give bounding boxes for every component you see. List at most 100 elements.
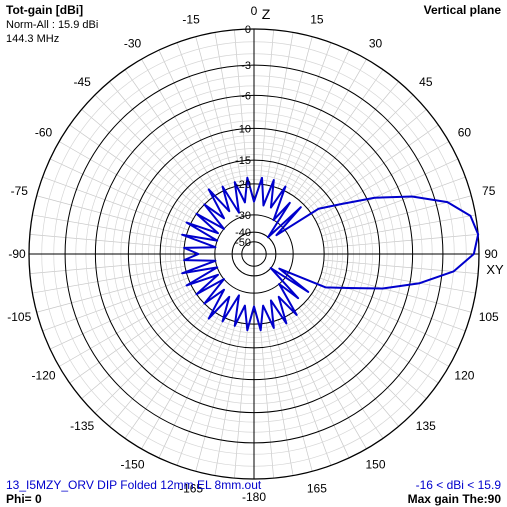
grid-spoke bbox=[293, 311, 384, 439]
grid-spoke bbox=[36, 195, 187, 237]
grid-spoke bbox=[314, 288, 450, 367]
angle-tick-label: 45 bbox=[419, 75, 433, 89]
grid-spoke bbox=[214, 323, 243, 476]
radial-tick-label: -15 bbox=[235, 155, 251, 167]
radial-tick-label: -50 bbox=[235, 237, 251, 249]
grid-spoke bbox=[176, 319, 231, 466]
grid-spoke bbox=[42, 176, 189, 231]
plane-label: Vertical plane bbox=[423, 3, 501, 17]
grid-spoke bbox=[94, 94, 205, 205]
angle-tick-label: 60 bbox=[458, 126, 472, 140]
grid-spoke bbox=[277, 319, 332, 466]
polar-axes bbox=[29, 29, 479, 479]
angle-tick-label: -30 bbox=[124, 37, 142, 51]
grid-spoke bbox=[303, 303, 414, 414]
angle-tick-label: 15 bbox=[310, 12, 324, 26]
z-axis-label: Z bbox=[262, 6, 271, 22]
gain-pattern-line bbox=[181, 176, 480, 332]
angle-tick-label: -15 bbox=[182, 12, 200, 26]
grid-spoke bbox=[323, 234, 479, 249]
grid-spoke bbox=[81, 109, 201, 210]
grid-spoke bbox=[317, 158, 459, 225]
chart-title: Tot-gain [dBi] bbox=[6, 3, 84, 17]
angle-tick-label: 0 bbox=[251, 4, 258, 18]
grid-spoke bbox=[195, 36, 237, 187]
grid-spoke bbox=[42, 277, 189, 332]
angle-tick-label: -105 bbox=[7, 310, 31, 324]
grid-spoke bbox=[58, 141, 194, 220]
grid-spoke bbox=[49, 158, 191, 225]
grid-spoke bbox=[32, 214, 185, 243]
polar-grid bbox=[29, 29, 479, 479]
angle-tick-label: 90 bbox=[484, 247, 498, 261]
angle-tick-label: -90 bbox=[8, 247, 26, 261]
grid-spoke bbox=[271, 36, 313, 187]
grid-spoke bbox=[29, 259, 185, 274]
radial-tick-label: -3 bbox=[241, 60, 251, 72]
grid-spoke bbox=[36, 271, 187, 313]
angle-tick-label: 30 bbox=[369, 37, 383, 51]
angle-tick-label: -120 bbox=[32, 369, 56, 383]
grid-spoke bbox=[234, 29, 249, 185]
angle-tick-label: 120 bbox=[454, 369, 474, 383]
grid-spoke bbox=[283, 49, 350, 191]
grid-spoke bbox=[288, 314, 367, 450]
grid-spoke bbox=[323, 265, 476, 294]
grid-spoke bbox=[288, 58, 367, 194]
grid-spoke bbox=[323, 214, 476, 243]
grid-spoke bbox=[141, 58, 220, 194]
grid-spoke bbox=[214, 32, 243, 185]
normalization-label: Norm-All : 15.9 dBi bbox=[6, 19, 99, 31]
axis-labels: Z XY bbox=[262, 6, 504, 277]
grid-spoke bbox=[298, 81, 399, 201]
radial-tick-label: -10 bbox=[235, 123, 251, 135]
grid-spoke bbox=[109, 81, 210, 201]
grid-spoke bbox=[298, 307, 399, 427]
angle-tick-label: 75 bbox=[482, 184, 496, 198]
angle-tick-label: -60 bbox=[35, 126, 53, 140]
radial-tick-label: -40 bbox=[235, 227, 251, 239]
angle-tick-label: 135 bbox=[416, 419, 436, 433]
grid-spoke bbox=[124, 311, 215, 439]
grid-spoke bbox=[81, 298, 201, 399]
grid-spoke bbox=[321, 271, 472, 313]
gain-range-label: -16 < dBi < 15.9 bbox=[415, 478, 501, 492]
grid-spoke bbox=[94, 303, 205, 414]
max-gain-label: Max gain The:90 bbox=[407, 492, 501, 506]
grid-spoke bbox=[69, 293, 197, 384]
grid-spoke bbox=[124, 69, 215, 197]
radial-tick-label: -30 bbox=[235, 210, 251, 222]
grid-spoke bbox=[265, 32, 294, 185]
grid-spoke bbox=[234, 323, 249, 479]
grid-spoke bbox=[141, 314, 220, 450]
grid-spoke bbox=[293, 69, 384, 197]
grid-spoke bbox=[29, 234, 185, 249]
phi-label: Phi= 0 bbox=[6, 492, 42, 506]
angle-tick-label: -45 bbox=[74, 75, 92, 89]
xy-axis-label: XY bbox=[486, 262, 504, 277]
grid-spoke bbox=[49, 283, 191, 350]
angle-tick-label: -135 bbox=[70, 419, 94, 433]
angle-tick-label: 105 bbox=[479, 310, 499, 324]
angle-tick-label: -165 bbox=[179, 482, 203, 496]
grid-spoke bbox=[109, 307, 210, 427]
grid-spoke bbox=[69, 124, 197, 215]
angle-tick-label: -180 bbox=[242, 490, 266, 504]
angle-tick-label: -150 bbox=[120, 457, 144, 471]
angle-tick-label: -75 bbox=[11, 184, 29, 198]
radial-tick-labels: 0 -3 -6 -10 -15 -20 -30 -40-50 bbox=[235, 24, 251, 249]
radial-tick-label: -20 bbox=[235, 179, 251, 191]
grid-spoke bbox=[319, 176, 466, 231]
angle-tick-labels: 0153045607590105120135150165-180-165-150… bbox=[7, 4, 499, 504]
grid-spoke bbox=[58, 288, 194, 367]
grid-spoke bbox=[271, 321, 313, 472]
frequency-label: 144.3 MHz bbox=[6, 33, 60, 45]
grid-spoke bbox=[307, 109, 427, 210]
grid-spoke bbox=[195, 321, 237, 472]
grid-spoke bbox=[158, 49, 225, 191]
gain-series bbox=[181, 176, 480, 332]
grid-spoke bbox=[303, 94, 414, 205]
angle-tick-label: 165 bbox=[307, 482, 327, 496]
grid-spoke bbox=[32, 265, 185, 294]
